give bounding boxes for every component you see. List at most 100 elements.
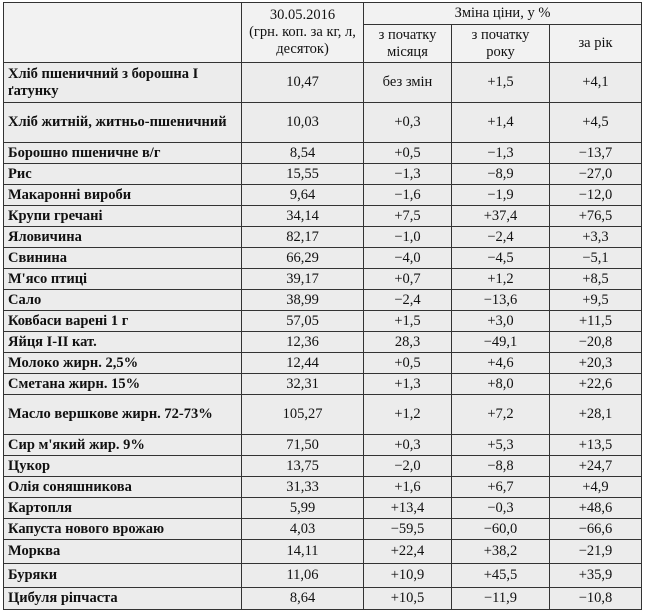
change-year: −8,9 — [451, 163, 550, 185]
change-annual: +48,6 — [549, 497, 642, 519]
price: 82,17 — [241, 226, 364, 248]
price: 5,99 — [241, 497, 364, 519]
change-month: −1,3 — [363, 163, 452, 185]
table-row: Буряки 11,06 +10,9 +45,5 +35,9 — [3, 563, 642, 588]
item-name: Капуста нового врожаю — [3, 518, 242, 540]
price: 12,36 — [241, 331, 364, 353]
price: 38,99 — [241, 289, 364, 311]
price: 105,27 — [241, 394, 364, 435]
item-name: Яловичина — [3, 226, 242, 248]
change-month: +1,3 — [363, 373, 452, 395]
table-row: Молоко жирн. 2,5% 12,44 +0,5 +4,6 +20,3 — [3, 352, 642, 374]
table-row: Цукор 13,75 −2,0 −8,8 +24,7 — [3, 455, 642, 477]
price: 10,47 — [241, 62, 364, 103]
item-name: Хліб житній, житньо-пшеничний — [3, 102, 242, 143]
change-month: −2,0 — [363, 455, 452, 477]
change-month: +0,5 — [363, 142, 452, 164]
price: 9,64 — [241, 184, 364, 206]
table-row: Рис 15,55 −1,3 −8,9 −27,0 — [3, 163, 642, 185]
change-year: −11,9 — [451, 587, 550, 610]
item-name: Макаронні вироби — [3, 184, 242, 206]
price: 11,06 — [241, 563, 364, 588]
table-row: Яйця I-II кат. 12,36 28,3 −49,1 −20,8 — [3, 331, 642, 353]
change-month: без змін — [363, 62, 452, 103]
price: 57,05 — [241, 310, 364, 332]
change-month: +10,9 — [363, 563, 452, 588]
change-annual: −66,6 — [549, 518, 642, 540]
price: 71,50 — [241, 434, 364, 456]
change-year: −13,6 — [451, 289, 550, 311]
item-name: Олія соняшникова — [3, 476, 242, 498]
change-year: +7,2 — [451, 394, 550, 435]
item-name: Картопля — [3, 497, 242, 519]
price: 12,44 — [241, 352, 364, 374]
table-row: Сир м'який жир. 9% 71,50 +0,3 +5,3 +13,5 — [3, 434, 642, 456]
table-body: 30.05.2016 (грн. коп. за кг, л, десяток)… — [3, 2, 642, 610]
table-row: Картопля 5,99 +13,4 −0,3 +48,6 — [3, 497, 642, 519]
item-name: Сир м'який жир. 9% — [3, 434, 242, 456]
change-month: −1,0 — [363, 226, 452, 248]
change-annual: +13,5 — [549, 434, 642, 456]
table-row: Цибуля ріпчаста 8,64 +10,5 −11,9 −10,8 — [3, 587, 642, 610]
change-year: −4,5 — [451, 247, 550, 269]
change-year: +4,6 — [451, 352, 550, 374]
change-annual: −5,1 — [549, 247, 642, 269]
change-month: −1,6 — [363, 184, 452, 206]
price: 32,31 — [241, 373, 364, 395]
change-year: +1,2 — [451, 268, 550, 290]
change-year: −1,9 — [451, 184, 550, 206]
table-row: Яловичина 82,17 −1,0 −2,4 +3,3 — [3, 226, 642, 248]
header-date: 30.05.2016 — [269, 7, 336, 23]
change-year: +1,5 — [451, 62, 550, 103]
change-annual: +11,5 — [549, 310, 642, 332]
table-row: Крупи гречані 34,14 +7,5 +37,4 +76,5 — [3, 205, 642, 227]
table-row: Борошно пшеничне в/г 8,54 +0,5 −1,3 −13,7 — [3, 142, 642, 164]
header-column: з початку місяця — [363, 24, 452, 63]
table-row: Хліб пшеничний з борошна I ґатунку 10,47 б… — [3, 62, 642, 103]
change-year: +1,4 — [451, 102, 550, 143]
table-row: М'ясо птиці 39,17 +0,7 +1,2 +8,5 — [3, 268, 642, 290]
change-year: +5,3 — [451, 434, 550, 456]
change-year: +37,4 — [451, 205, 550, 227]
price: 8,64 — [241, 587, 364, 610]
change-month: +1,2 — [363, 394, 452, 435]
change-year: −49,1 — [451, 331, 550, 353]
item-name: Масло вершкове жирн. 72-73% — [3, 394, 242, 435]
header-row: з початку місяця з початку року за рік — [4, 24, 642, 63]
change-annual: +4,1 — [549, 62, 642, 103]
header-blank — [3, 2, 242, 63]
item-name: Сметана жирн. 15% — [3, 373, 242, 395]
header-row: 30.05.2016 (грн. коп. за кг, л, десяток)… — [3, 2, 642, 63]
header-unit: (грн. коп. за кг, л, десяток) — [249, 24, 356, 57]
change-annual: −12,0 — [549, 184, 642, 206]
header-date-cell: 30.05.2016 (грн. коп. за кг, л, десяток) — [241, 2, 364, 63]
change-month: +1,5 — [363, 310, 452, 332]
change-annual: −10,8 — [549, 587, 642, 610]
item-name: Свинина — [3, 247, 242, 269]
change-year: −1,3 — [451, 142, 550, 164]
item-name: Ковбаси варені 1 г — [3, 310, 242, 332]
change-year: +3,0 — [451, 310, 550, 332]
change-annual: −27,0 — [549, 163, 642, 185]
change-annual: +35,9 — [549, 563, 642, 588]
table-row: Макаронні вироби 9,64 −1,6 −1,9 −12,0 — [3, 184, 642, 206]
change-annual: −13,7 — [549, 142, 642, 164]
change-year: +8,0 — [451, 373, 550, 395]
change-year: +6,7 — [451, 476, 550, 498]
item-name: Яйця I-II кат. — [3, 331, 242, 353]
change-year: −60,0 — [451, 518, 550, 540]
change-year: −8,8 — [451, 455, 550, 477]
price: 14,11 — [241, 539, 364, 564]
change-month: +22,4 — [363, 539, 452, 564]
change-month: +7,5 — [363, 205, 452, 227]
change-annual: +3,3 — [549, 226, 642, 248]
price: 15,55 — [241, 163, 364, 185]
change-annual: +24,7 — [549, 455, 642, 477]
change-month: +0,3 — [363, 102, 452, 143]
table-row: Хліб житній, житньо-пшеничний 10,03 +0,3 +1… — [3, 102, 642, 143]
table-row: Свинина 66,29 −4,0 −4,5 −5,1 — [3, 247, 642, 269]
table-row: Морква 14,11 +22,4 +38,2 −21,9 — [3, 539, 642, 564]
price: 13,75 — [241, 455, 364, 477]
item-name: Морква — [3, 539, 242, 564]
change-annual: −21,9 — [549, 539, 642, 564]
